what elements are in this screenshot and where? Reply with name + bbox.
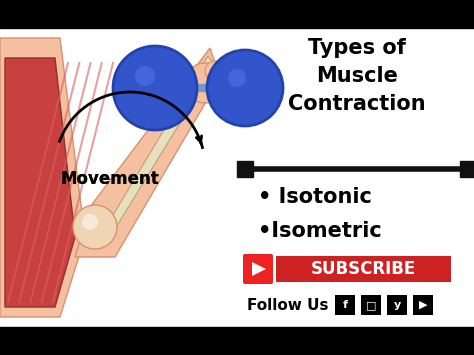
Bar [460, 161, 474, 177]
Text: Muscle: Muscle [316, 66, 398, 86]
Bar [276, 256, 451, 282]
Circle shape [82, 214, 98, 230]
Circle shape [73, 205, 117, 249]
Polygon shape [75, 48, 220, 257]
Bar [361, 295, 381, 315]
Bar [0, 327, 474, 355]
Circle shape [211, 74, 229, 92]
Circle shape [135, 66, 155, 86]
FancyBboxPatch shape [243, 254, 273, 284]
Text: Movement: Movement [61, 170, 159, 188]
Polygon shape [252, 262, 266, 276]
Bar [0, 0, 474, 28]
Circle shape [185, 63, 225, 103]
Circle shape [205, 61, 225, 81]
Polygon shape [0, 38, 85, 317]
Text: □: □ [366, 300, 376, 310]
Text: • Isotonic: • Isotonic [258, 187, 372, 207]
Text: •Isometric: •Isometric [258, 221, 382, 241]
Text: Follow Us: Follow Us [247, 297, 328, 312]
Text: f: f [343, 300, 347, 310]
Text: Contraction: Contraction [288, 94, 426, 114]
Text: Types of: Types of [308, 38, 406, 58]
Bar [413, 295, 433, 315]
Circle shape [228, 69, 246, 87]
Bar [387, 295, 407, 315]
Text: ▶: ▶ [419, 300, 427, 310]
Circle shape [113, 46, 197, 130]
Text: SUBSCRIBE: SUBSCRIBE [311, 260, 416, 278]
Circle shape [207, 50, 283, 126]
Text: y: y [393, 300, 401, 310]
Bar [335, 295, 355, 315]
Polygon shape [100, 56, 215, 237]
Polygon shape [5, 58, 75, 307]
Bar [0, 28, 474, 327]
Bar [237, 161, 253, 177]
Text: Movement: Movement [61, 170, 159, 188]
